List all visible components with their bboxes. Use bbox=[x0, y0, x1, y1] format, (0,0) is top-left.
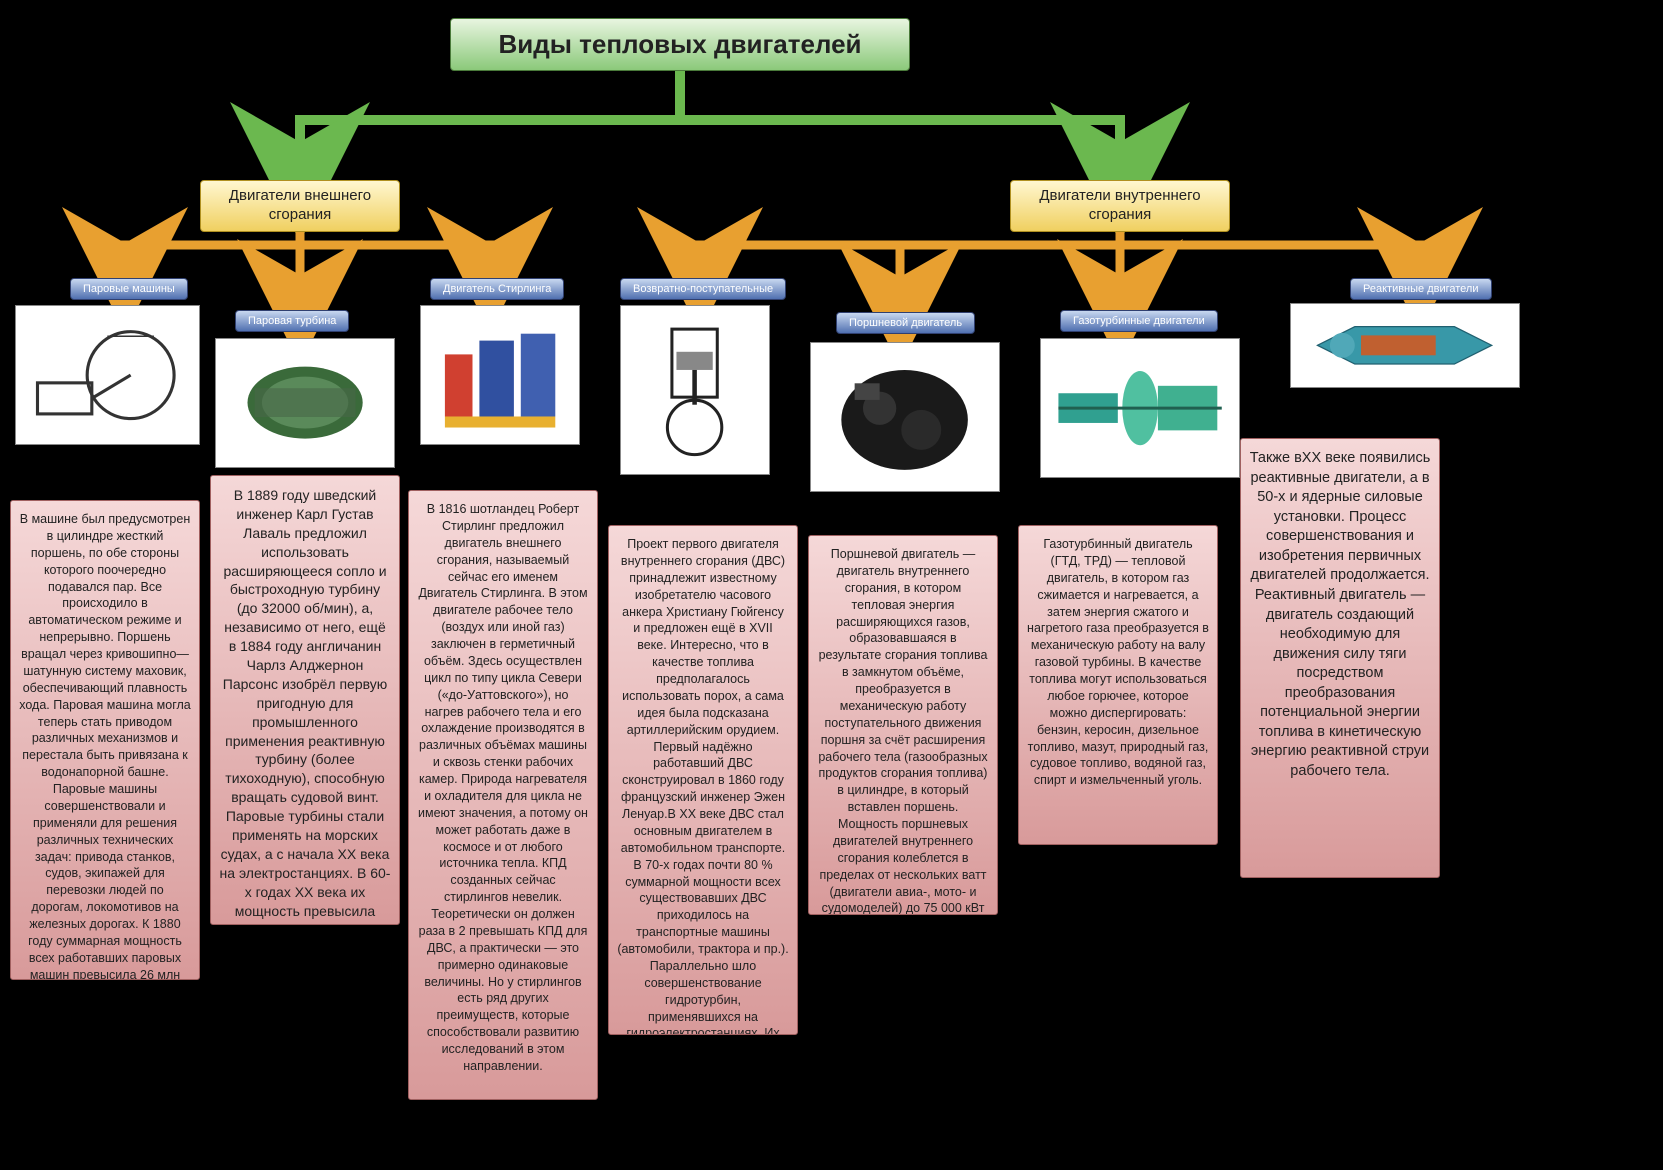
leaf-stirling: Двигатель Стирлинга bbox=[430, 278, 564, 300]
leaf-recip: Возвратно-поступательные bbox=[620, 278, 786, 300]
img-steam-turbine bbox=[215, 338, 395, 468]
img-steam-engine bbox=[15, 305, 200, 445]
category-internal: Двигатели внутреннего сгорания bbox=[1010, 180, 1230, 232]
leaf-steam-engine: Паровые машины bbox=[70, 278, 188, 300]
panel-steam-turbine: В 1889 году шведский инженер Карл Густав… bbox=[210, 475, 400, 925]
leaf-jet: Реактивные двигатели bbox=[1350, 278, 1492, 300]
img-jet bbox=[1290, 303, 1520, 388]
panel-recip: Проект первого двигателя внутреннего сго… bbox=[608, 525, 798, 1035]
leaf-gasturbine: Газотурбинные двигатели bbox=[1060, 310, 1218, 332]
img-piston bbox=[810, 342, 1000, 492]
panel-stirling: В 1816 шотландец Роберт Стирлинг предлож… bbox=[408, 490, 598, 1100]
panel-steam-engine: В машине был предусмотрен в цилиндре жес… bbox=[10, 500, 200, 980]
panel-piston: Поршневой двигатель — двигатель внутренн… bbox=[808, 535, 998, 915]
category-external: Двигатели внешнего сгорания bbox=[200, 180, 400, 232]
img-stirling bbox=[420, 305, 580, 445]
panel-gasturbine: Газотурбинный двигатель (ГТД, ТРД) — теп… bbox=[1018, 525, 1218, 845]
diagram-title: Виды тепловых двигателей bbox=[450, 18, 910, 71]
leaf-steam-turbine: Паровая турбина bbox=[235, 310, 349, 332]
panel-jet: Также вXX веке появились реактивные двиг… bbox=[1240, 438, 1440, 878]
img-recip bbox=[620, 305, 770, 475]
leaf-piston: Поршневой двигатель bbox=[836, 312, 975, 334]
img-gasturbine bbox=[1040, 338, 1240, 478]
